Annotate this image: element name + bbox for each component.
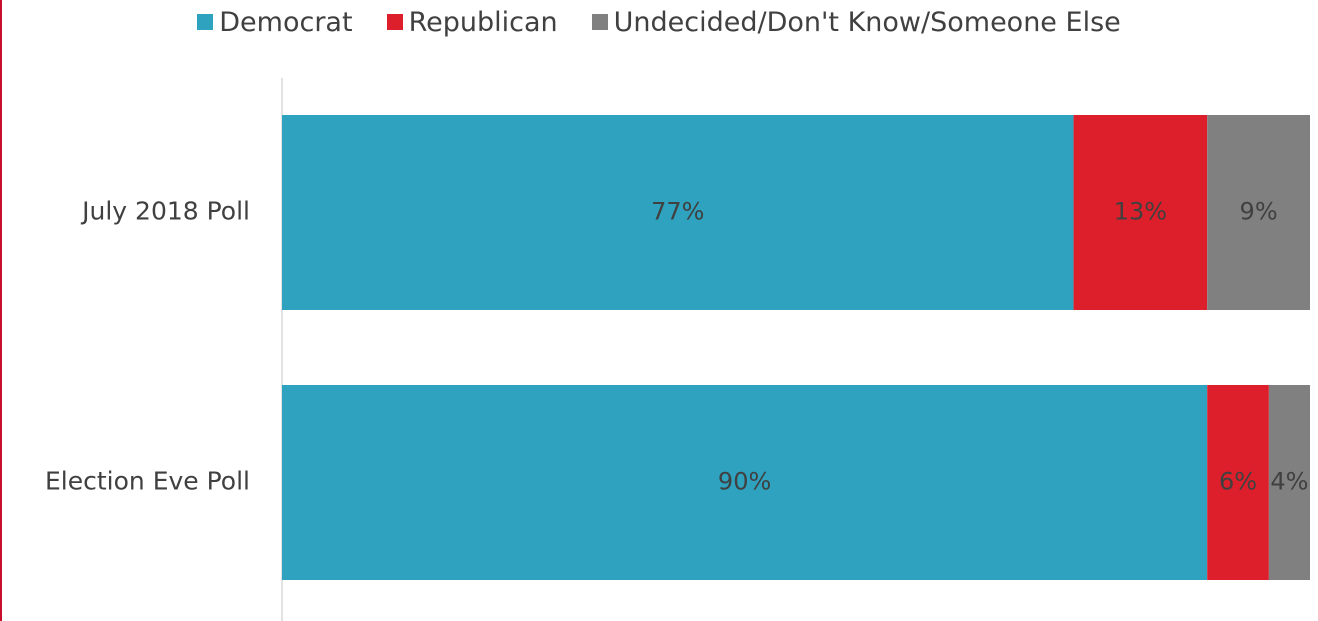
data-label: 6% (1219, 468, 1257, 496)
legend-label-undecided: Undecided/Don't Know/Someone Else (613, 6, 1121, 38)
bar-segment (282, 115, 1074, 310)
legend-swatch-republican (386, 14, 403, 30)
category-label: July 2018 Poll (80, 197, 250, 226)
left-border (0, 0, 2, 621)
bar-segment (282, 385, 1208, 580)
bar-segment (1207, 115, 1310, 310)
legend-label-democrat: Democrat (219, 6, 353, 38)
data-label: 13% (1114, 198, 1167, 226)
data-label: 4% (1270, 468, 1308, 496)
legend-item-republican: Republican (386, 6, 558, 38)
data-label: 9% (1240, 198, 1278, 226)
legend-item-undecided: Undecided/Don't Know/Someone Else (591, 6, 1121, 38)
legend-label-republican: Republican (408, 6, 558, 38)
legend: Democrat Republican Undecided/Don't Know… (0, 4, 1318, 40)
data-label: 77% (651, 198, 704, 226)
legend-swatch-undecided (591, 14, 608, 30)
legend-item-democrat: Democrat (197, 6, 353, 38)
bar-segment (1268, 385, 1310, 580)
bar-segment (1207, 385, 1269, 580)
bar-segment (1073, 115, 1208, 310)
category-label: Election Eve Poll (45, 467, 250, 496)
legend-swatch-democrat (197, 14, 214, 30)
data-label: 90% (718, 468, 771, 496)
